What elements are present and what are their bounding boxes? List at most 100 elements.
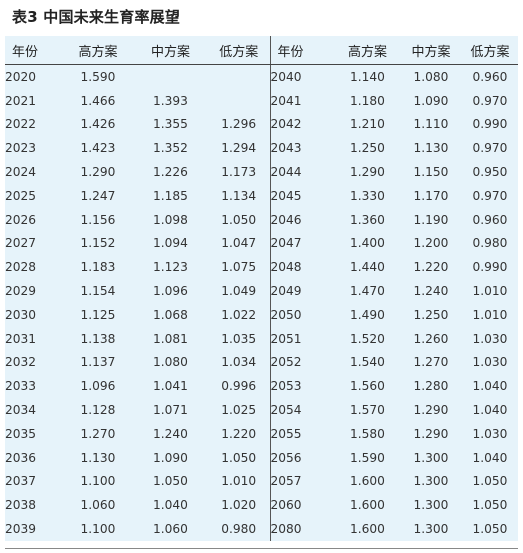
cell-low-left: 1.049	[221, 284, 257, 299]
cell-low-right: 0.980	[472, 236, 508, 251]
cell-low-left: 1.020	[221, 498, 257, 513]
table-row: 2031 1.138 1.081 1.035 2051 1.520 1.260 1.030	[5, 326, 518, 351]
cell-mid-right: 1.280	[413, 379, 449, 394]
cell-year-right: 2045	[269, 183, 335, 208]
cell-year-right: 2051	[269, 326, 335, 351]
cell-year-right: 2056	[269, 445, 335, 470]
table-row: 2022 1.426 1.355 1.296 2042 1.210 1.110 0.990	[5, 112, 518, 137]
cell-high-right: 1.590	[350, 450, 385, 465]
cell-mid-right: 1.090	[413, 93, 449, 108]
table-row: 2035 1.270 1.240 1.220 2055 1.580 1.290 1.030	[5, 421, 518, 446]
cell-mid-left: 1.041	[153, 379, 188, 394]
table-row: 2039 1.100 1.060 0.980 2080 1.600 1.300 1.050	[5, 517, 518, 541]
cell-low-right: 0.990	[472, 117, 508, 132]
cell-high-left: 1.128	[80, 403, 116, 418]
cell-high-left: 1.423	[80, 141, 116, 156]
cell-year-left: 2021	[5, 93, 37, 108]
cell-year-right: 2050	[269, 302, 335, 327]
cell-year-right: 2057	[269, 469, 335, 494]
cell-high-right: 1.400	[350, 236, 385, 251]
header-low-right: 低方案	[462, 36, 518, 65]
table-row: 2034 1.128 1.071 1.025 2054 1.570 1.290 1.040	[5, 398, 518, 422]
cell-year-right: 2040	[269, 64, 335, 89]
cell-low-right: 0.970	[472, 93, 508, 108]
cell-low-right: 1.040	[472, 450, 508, 465]
cell-high-left: 1.125	[80, 307, 116, 322]
cell-high-left: 1.290	[80, 165, 116, 180]
header-row: 年份 高方案 中方案 低方案 年份 高方案 中方案 低方案	[5, 36, 518, 65]
table-row: 2036 1.130 1.090 1.050 2056 1.590 1.300 1.040	[5, 445, 518, 470]
cell-mid-right: 1.130	[413, 141, 449, 156]
cell-year-left: 2033	[5, 379, 37, 394]
cell-mid-left: 1.393	[153, 93, 188, 108]
cell-year-left: 2035	[5, 426, 37, 441]
cell-mid-left: 1.090	[153, 450, 188, 465]
cell-year-left: 2030	[5, 307, 37, 322]
table-row: 2037 1.100 1.050 1.010 2057 1.600 1.300 1.050	[5, 469, 518, 494]
table-row: 2028 1.183 1.123 1.075 2048 1.440 1.220 0.990	[5, 255, 518, 280]
cell-year-left: 2028	[5, 260, 37, 275]
cell-mid-left: 1.352	[153, 141, 188, 156]
cell-mid-right: 1.300	[413, 498, 449, 513]
cell-high-right: 1.290	[350, 165, 385, 180]
cell-mid-right: 1.170	[413, 188, 449, 203]
cell-year-left: 2039	[5, 522, 37, 537]
cell-mid-right: 1.290	[413, 426, 449, 441]
cell-low-left: 1.220	[221, 426, 257, 441]
cell-year-right: 2044	[269, 160, 335, 184]
cell-low-right: 1.050	[472, 498, 508, 513]
cell-low-right: 0.960	[472, 69, 508, 84]
table-row: 2025 1.247 1.185 1.134 2045 1.330 1.170 0.970	[5, 183, 518, 208]
cell-mid-right: 1.300	[413, 474, 449, 489]
table-row: 2032 1.137 1.080 1.034 2052 1.540 1.270 1.030	[5, 350, 518, 375]
cell-low-right: 1.030	[472, 426, 508, 441]
cell-high-left: 1.466	[80, 93, 116, 108]
cell-mid-left: 1.060	[153, 522, 188, 537]
table-row: 2024 1.290 1.226 1.173 2044 1.290 1.150 0.950	[5, 160, 518, 184]
cell-mid-left: 1.080	[153, 355, 188, 370]
cell-year-right: 2041	[269, 88, 335, 113]
cell-high-left: 1.426	[80, 117, 116, 132]
cell-low-right: 1.030	[472, 355, 508, 370]
cell-mid-right: 1.300	[413, 522, 449, 537]
cell-mid-left	[133, 65, 208, 89]
cell-high-right: 1.490	[350, 307, 385, 322]
cell-mid-right: 1.290	[413, 403, 449, 418]
cell-mid-right: 1.200	[413, 236, 449, 251]
cell-low-left: 1.047	[221, 236, 257, 251]
cell-year-left: 2037	[5, 474, 37, 489]
cell-mid-left: 1.123	[153, 260, 188, 275]
cell-mid-right: 1.250	[413, 307, 449, 322]
table-row: 2027 1.152 1.094 1.047 2047 1.400 1.200 0.980	[5, 231, 518, 256]
cell-year-left: 2026	[5, 212, 37, 227]
cell-mid-left: 1.040	[153, 498, 188, 513]
cell-high-right: 1.520	[350, 331, 385, 346]
cell-mid-left: 1.071	[153, 403, 188, 418]
cell-low-right: 1.040	[472, 403, 508, 418]
header-low-left: 低方案	[208, 36, 270, 65]
cell-year-left: 2023	[5, 141, 37, 156]
cell-mid-left: 1.081	[153, 331, 188, 346]
cell-low-left: 1.294	[221, 141, 257, 156]
cell-high-right: 1.140	[350, 69, 385, 84]
cell-mid-right: 1.300	[413, 450, 449, 465]
cell-mid-left: 1.355	[153, 117, 188, 132]
cell-low-right: 1.050	[472, 474, 508, 489]
cell-high-left: 1.590	[80, 69, 116, 84]
cell-low-left: 0.996	[221, 379, 257, 394]
cell-high-left: 1.247	[80, 188, 116, 203]
cell-year-left: 2032	[5, 355, 37, 370]
cell-mid-right: 1.110	[413, 117, 449, 132]
table-row: 2026 1.156 1.098 1.050 2046 1.360 1.190 0.960	[5, 207, 518, 232]
cell-year-left: 2025	[5, 188, 37, 203]
table-row: 2021 1.466 1.393 2041 1.180 1.090 0.970	[5, 88, 518, 113]
cell-high-right: 1.440	[350, 260, 385, 275]
cell-high-left: 1.137	[80, 355, 116, 370]
cell-mid-right: 1.080	[413, 69, 449, 84]
cell-mid-left: 1.240	[153, 426, 188, 441]
cell-low-right: 0.970	[472, 188, 508, 203]
cell-low-left: 1.075	[221, 260, 257, 275]
header-mid-left: 中方案	[133, 36, 208, 65]
cell-low-right: 1.030	[472, 331, 508, 346]
table-row: 2030 1.125 1.068 1.022 2050 1.490 1.250 1.010	[5, 302, 518, 327]
